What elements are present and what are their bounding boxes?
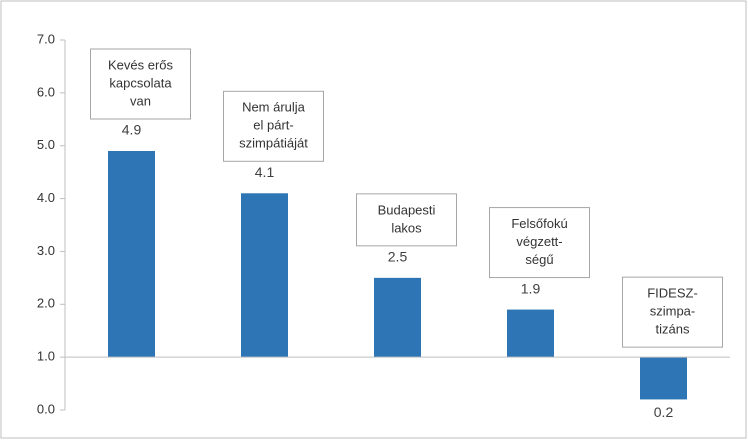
y-tick-label: 1.0 <box>37 349 55 364</box>
category-label: ségű <box>525 252 553 267</box>
value-label: 4.1 <box>255 164 275 180</box>
category-label: Budapesti <box>378 202 436 217</box>
bar <box>108 151 155 358</box>
bar <box>374 277 421 358</box>
y-tick-label: 5.0 <box>37 137 55 152</box>
category-label: FIDESZ- <box>647 286 698 301</box>
category-label: végzett- <box>516 234 562 249</box>
category-box <box>223 90 324 162</box>
category-label: tizáns <box>656 322 690 337</box>
bar <box>241 193 288 358</box>
bar <box>640 357 687 400</box>
category-box <box>90 48 191 120</box>
y-tick-label: 0.0 <box>37 401 55 416</box>
y-tick-label: 2.0 <box>37 296 55 311</box>
category-label: kapcsolata <box>109 75 172 90</box>
category-label: van <box>130 93 151 108</box>
value-label: 4.9 <box>122 122 142 138</box>
category-label: Kevés erős <box>108 57 174 72</box>
value-label: 2.5 <box>388 249 408 265</box>
value-label: 0.2 <box>654 404 674 420</box>
y-tick-label: 6.0 <box>37 84 55 99</box>
category-box <box>489 207 590 279</box>
category-box <box>356 193 457 247</box>
bar <box>507 309 554 358</box>
category-label: Nem árulja <box>242 100 306 115</box>
category-label: el párt- <box>253 118 293 133</box>
category-label: szimpa- <box>650 304 696 319</box>
y-tick-label: 7.0 <box>37 31 55 46</box>
category-label: Felsőfokú <box>511 216 567 231</box>
category-label: szimpátiáját <box>239 136 308 151</box>
y-tick-label: 4.0 <box>37 190 55 205</box>
value-label: 1.9 <box>521 280 541 296</box>
category-label: lakos <box>391 220 422 235</box>
y-tick-label: 3.0 <box>37 243 55 258</box>
category-box <box>622 276 723 348</box>
